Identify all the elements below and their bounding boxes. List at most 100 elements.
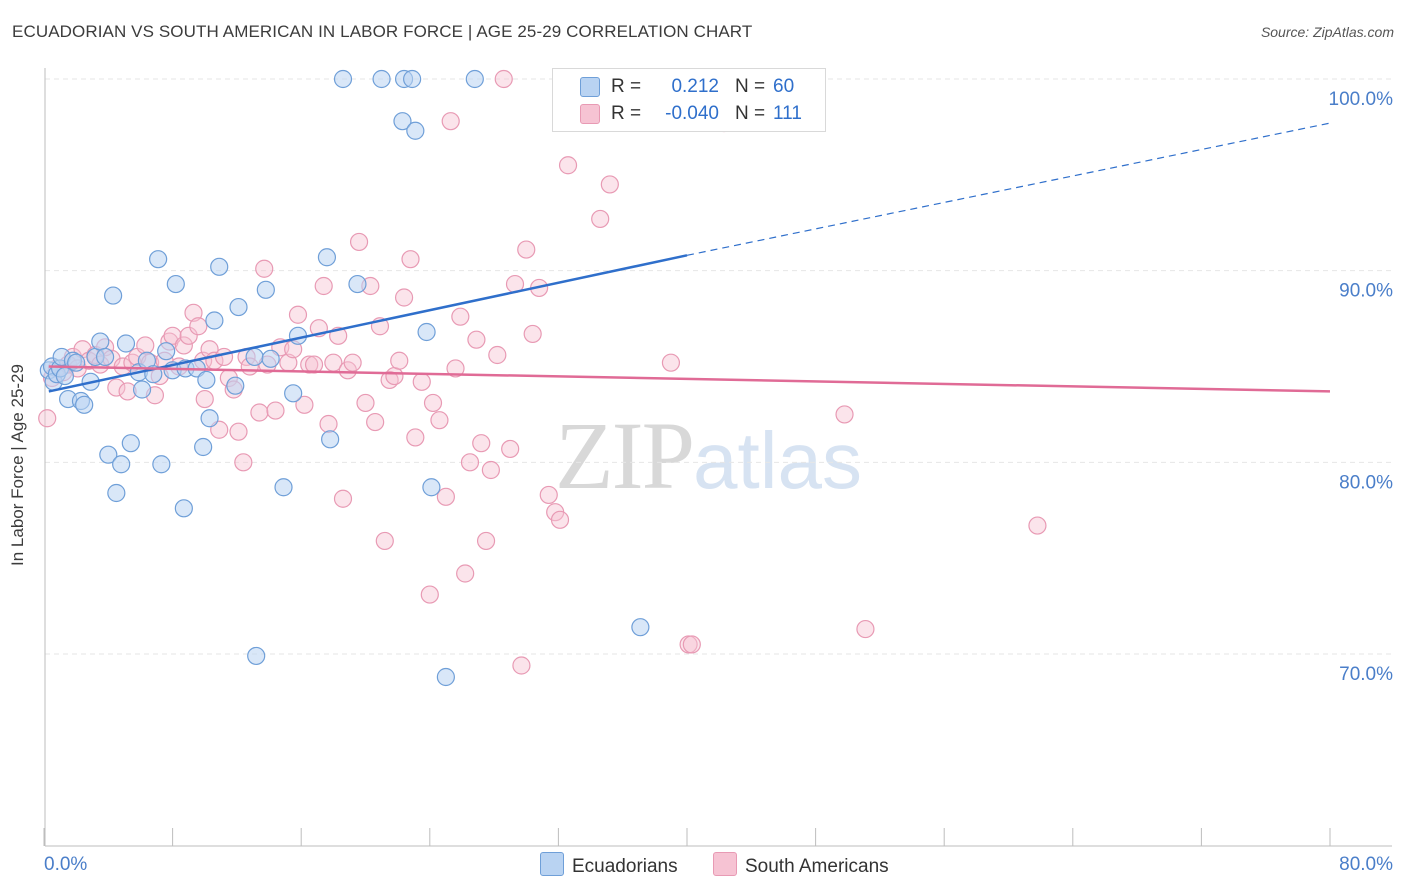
legend-r-label: R = (611, 76, 642, 97)
data-point-south-american (441, 112, 460, 131)
watermark-zip: ZIP (555, 402, 695, 509)
legend-swatch-pink (713, 852, 737, 876)
trend-line-ecuadorians-extension (686, 122, 1331, 256)
legend-row-ecuadorians: R = 0.212 N = 60 (553, 74, 825, 100)
legend-item-south-americans[interactable]: South Americans (713, 852, 889, 878)
data-point-ecuadorian (55, 366, 74, 386)
data-point-south-american (394, 288, 414, 307)
data-point-ecuadorian (67, 353, 86, 372)
data-point-ecuadorian (406, 121, 425, 140)
data-point-ecuadorian (95, 347, 115, 367)
data-point-ecuadorian (321, 430, 340, 449)
data-point-ecuadorian (393, 112, 412, 131)
legend-swatch-blue (580, 77, 600, 97)
data-point-south-american (456, 564, 475, 583)
legend-row-south-americans: R = -0.040 N = 111 (553, 101, 825, 127)
data-point-south-american (523, 324, 542, 344)
data-point-south-american (512, 656, 531, 675)
data-point-south-american (333, 489, 353, 508)
data-point-ecuadorian (205, 311, 224, 330)
data-point-south-american (661, 353, 681, 372)
data-point-ecuadorian (274, 478, 293, 497)
data-point-south-american (472, 434, 491, 453)
legend-label-south-americans: South Americans (745, 856, 889, 877)
data-point-ecuadorian (91, 332, 110, 351)
y-tick-label: 100.0% (1329, 89, 1394, 110)
data-point-south-american (343, 353, 362, 372)
data-point-south-american (539, 485, 558, 505)
trend-line-south-americans (48, 365, 1331, 393)
data-point-ecuadorian (465, 69, 484, 89)
data-point-south-american (430, 411, 449, 430)
data-point-south-american (304, 355, 324, 374)
data-point-south-american (412, 372, 431, 391)
data-point-ecuadorian (149, 250, 168, 269)
data-point-south-american (356, 393, 375, 413)
ecuadorians-points (39, 69, 650, 687)
data-point-south-american (476, 531, 496, 551)
data-point-south-american (184, 303, 203, 322)
legend-label-ecuadorians: Ecuadorians (572, 856, 678, 877)
data-point-ecuadorian (403, 69, 422, 89)
data-point-ecuadorian (333, 69, 353, 89)
data-point-south-american (423, 393, 443, 413)
data-point-south-american (835, 405, 854, 424)
data-point-south-american (558, 156, 578, 175)
data-point-south-american (682, 635, 701, 654)
data-point-south-american (460, 453, 480, 472)
x-tick-label: 0.0% (44, 854, 87, 875)
data-point-south-american (467, 330, 486, 349)
legend-swatch-pink (580, 104, 600, 124)
data-point-south-american (420, 585, 439, 604)
data-point-ecuadorian (226, 376, 245, 395)
trend-lines (48, 122, 1331, 393)
data-point-south-american (401, 250, 420, 269)
data-point-ecuadorian (284, 384, 303, 403)
data-point-south-american (195, 389, 214, 409)
data-point-ecuadorian (166, 274, 185, 294)
data-point-south-american (300, 355, 319, 374)
data-point-south-american (349, 232, 369, 252)
data-point-south-american (488, 345, 507, 365)
data-point-ecuadorian (112, 455, 131, 474)
data-point-ecuadorian (75, 395, 94, 414)
data-point-ecuadorian (99, 445, 118, 464)
legend-n-value: 60 (773, 76, 795, 97)
data-point-south-american (234, 453, 253, 472)
data-point-south-american (107, 378, 126, 397)
data-point-south-american (288, 305, 308, 324)
chart-title: ECUADORIAN VS SOUTH AMERICAN IN LABOR FO… (12, 22, 753, 41)
data-point-ecuadorian (210, 257, 229, 276)
legend-n-label: N = (735, 103, 766, 124)
axes (43, 68, 1392, 847)
y-axis-label: In Labor Force | Age 25-29 (8, 364, 27, 566)
data-point-ecuadorian (132, 380, 152, 399)
tick-labels: 70.0% 80.0% 90.0% 100.0% 0.0% 80.0% (44, 89, 1393, 875)
data-point-south-american (189, 317, 208, 336)
data-point-ecuadorian (245, 347, 264, 367)
data-point-ecuadorian (422, 478, 441, 497)
data-point-south-american (451, 307, 470, 326)
y-tick-label: 80.0% (1339, 472, 1393, 493)
data-point-south-american (1028, 516, 1047, 535)
data-point-ecuadorian (247, 646, 266, 666)
data-point-south-american (214, 347, 234, 367)
data-point-south-american (319, 414, 338, 434)
data-point-ecuadorian (261, 349, 280, 368)
legend-item-ecuadorians[interactable]: Ecuadorians (540, 852, 678, 878)
data-point-south-american (481, 460, 500, 480)
data-point-south-american (494, 69, 513, 89)
data-point-south-american (375, 531, 394, 551)
data-point-ecuadorian (107, 483, 126, 503)
data-point-ecuadorian (174, 499, 193, 518)
y-tick-label: 90.0% (1339, 281, 1393, 302)
y-tick-label: 70.0% (1339, 664, 1393, 685)
legend-swatch-blue (540, 852, 564, 876)
data-point-south-american (255, 259, 274, 278)
data-point-south-american (600, 175, 619, 194)
data-point-ecuadorian (372, 69, 391, 89)
legend-r-value: -0.040 (665, 103, 719, 124)
data-point-ecuadorian (229, 297, 248, 317)
data-point-south-american (266, 401, 285, 420)
